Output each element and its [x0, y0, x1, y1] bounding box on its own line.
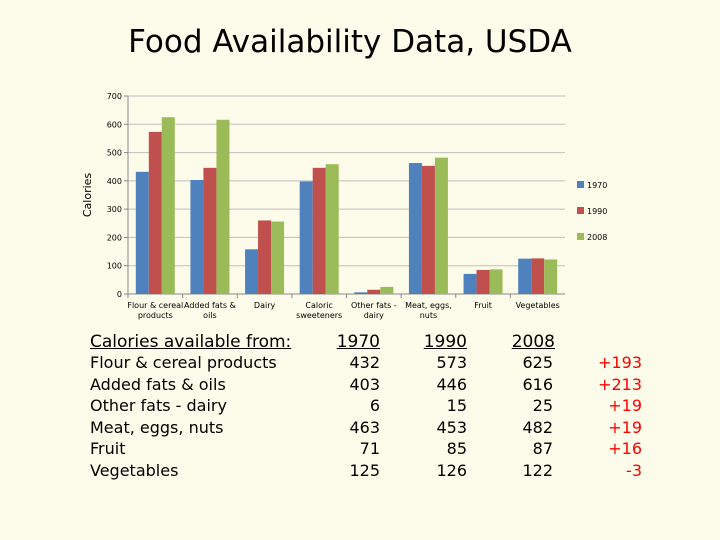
- table-1970-column: 432 403 6 463 71 125: [320, 352, 380, 482]
- table-cell-2008: 87: [532, 439, 553, 459]
- x-tick-label: nuts: [420, 311, 437, 320]
- table-cell-2008: 625: [522, 353, 553, 372]
- bar-1990: [367, 289, 381, 294]
- table-header-1990: 1990: [423, 332, 467, 352]
- table-row-label: Vegetables: [90, 460, 179, 480]
- bar-2008: [161, 117, 175, 294]
- bar-2008: [489, 269, 503, 294]
- bar-2008: [380, 286, 394, 294]
- table-cell-2008: 25: [532, 396, 553, 416]
- table-row-label: Fruit: [90, 439, 126, 459]
- table-cell-1970: 71: [359, 439, 380, 459]
- table-cell-2008: 482: [522, 417, 553, 437]
- table-row-label: Added fats & oils: [90, 374, 226, 394]
- legend-label-2008: 2008: [587, 233, 607, 242]
- bar-1990: [203, 167, 217, 294]
- bar-2008: [271, 221, 285, 294]
- table-cell-change: -3: [626, 460, 642, 480]
- table-header-1970: 1970: [336, 332, 380, 352]
- bar-2008: [216, 119, 230, 294]
- table-header-label: Calories available from:: [90, 332, 292, 352]
- x-tick-label: sweeteners: [296, 311, 342, 320]
- table-row-label: Other fats - dairy: [90, 396, 227, 416]
- table-cell-1970: 6: [369, 396, 380, 416]
- bar-1970: [190, 180, 204, 294]
- bar-2008: [434, 157, 448, 294]
- x-tick-label: Caloric: [305, 301, 333, 310]
- y-tick-label: 400: [107, 177, 122, 186]
- table-cell-1970: 463: [349, 417, 380, 437]
- bar-1970: [299, 181, 313, 294]
- table-row-label: Meat, eggs, nuts: [90, 417, 224, 437]
- page-title: Food Availability Data, USDA: [128, 24, 572, 60]
- y-axis-label: Calories: [81, 173, 94, 218]
- bar-1990: [312, 167, 326, 294]
- table-cell-2008: 616: [522, 374, 553, 394]
- x-tick-label: oils: [203, 311, 217, 320]
- bar-1990: [476, 269, 490, 294]
- table-cell-1970: 125: [349, 460, 380, 480]
- table-cell-1990: 446: [436, 374, 467, 394]
- table-row-label: Flour & cereal products: [90, 353, 277, 372]
- bar-1970: [518, 258, 532, 294]
- x-tick-label: Flour & cereal: [127, 301, 183, 310]
- x-tick-label: Dairy: [254, 301, 276, 310]
- y-tick-label: 200: [107, 233, 122, 242]
- bar-1970: [354, 292, 368, 294]
- table-header-2008: 2008: [511, 332, 555, 352]
- bar-2008: [544, 259, 558, 294]
- x-tick-label: products: [138, 311, 173, 320]
- table-labels-column: Flour & cereal products Added fats & oil…: [90, 352, 277, 482]
- legend-swatch-2008: [577, 233, 584, 240]
- legend-label-1990: 1990: [587, 207, 607, 216]
- x-tick-label: Vegetables: [516, 301, 560, 310]
- y-tick-label: 0: [117, 290, 122, 299]
- x-tick-label: Other fats -: [351, 301, 397, 310]
- table-1990-column: 573 446 15 453 85 126: [407, 352, 467, 482]
- legend-swatch-1990: [577, 207, 584, 214]
- table-cell-2008: 122: [522, 460, 553, 480]
- x-tick-label: Fruit: [474, 301, 492, 310]
- x-tick-label: Meat, eggs,: [405, 301, 452, 310]
- y-tick-label: 700: [107, 92, 122, 101]
- x-tick-label: dairy: [364, 311, 384, 320]
- y-tick-label: 100: [107, 262, 122, 271]
- table-cell-change: +16: [608, 439, 642, 459]
- table-cell-1990: 453: [436, 417, 467, 437]
- table-cell-change: +213: [598, 374, 642, 394]
- bar-2008: [325, 164, 339, 294]
- table-cell-change: +19: [608, 396, 642, 416]
- table-cell-1990: 15: [446, 396, 467, 416]
- bar-chart: 0 100 200 300 400 500 600 700 Calories Flour & ce…: [81, 92, 607, 320]
- bar-1990: [531, 258, 545, 294]
- legend-label-1970: 1970: [587, 181, 607, 190]
- legend-swatch-1970: [577, 181, 584, 188]
- table-cell-change: +193: [598, 353, 642, 372]
- bar-1990: [258, 220, 272, 294]
- table-cell-1970: 432: [349, 353, 380, 372]
- bar-1990: [421, 165, 435, 294]
- bar-1970: [408, 163, 422, 294]
- x-tick-label: Added fats &: [184, 301, 236, 310]
- y-tick-label: 600: [107, 120, 122, 129]
- y-tick-label: 500: [107, 149, 122, 158]
- table-cell-change: +19: [608, 417, 642, 437]
- table-change-column: +193 +213 +19 +19 +16 -3: [580, 352, 642, 482]
- bar-1970: [463, 273, 477, 294]
- bar-1990: [148, 131, 162, 294]
- table-cell-1990: 126: [436, 460, 467, 480]
- table-cell-1970: 403: [349, 374, 380, 394]
- table-cell-1990: 573: [436, 353, 467, 372]
- bar-1970: [245, 249, 259, 294]
- y-tick-label: 300: [107, 205, 122, 214]
- table-2008-column: 625 616 25 482 87 122: [493, 352, 553, 482]
- table-cell-1990: 85: [446, 439, 467, 459]
- bar-1970: [135, 171, 149, 294]
